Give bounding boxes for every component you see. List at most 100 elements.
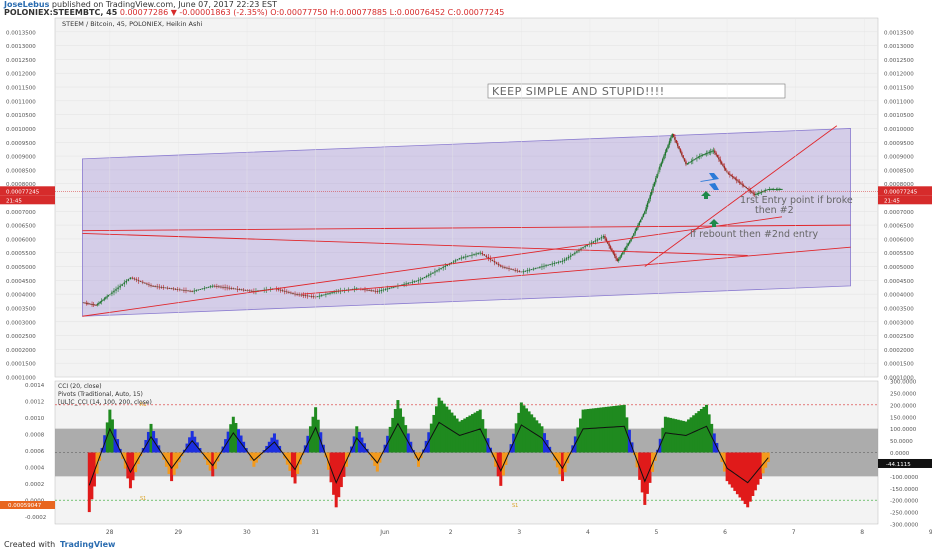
price-candle [337, 291, 339, 292]
price-candle [768, 189, 771, 191]
price-candle [649, 194, 652, 199]
price-candle [648, 198, 650, 204]
cci-bar [663, 416, 667, 453]
price-candle [565, 258, 568, 260]
price-candle [197, 289, 200, 291]
cci-bar [337, 452, 341, 498]
tradingview-brand[interactable]: TradingView [60, 540, 116, 549]
price-candle [718, 157, 720, 160]
price-candle [547, 264, 549, 266]
cci-bar [231, 416, 235, 453]
y-tick-label-left: 0.0012000 [6, 72, 36, 78]
cci-bar [239, 435, 243, 453]
cci-right-tick: -200.0000 [890, 499, 919, 505]
price-candle [704, 153, 706, 155]
price-candle [719, 159, 721, 162]
cci-right-tick: -250.0000 [890, 511, 919, 517]
price-candle [753, 193, 756, 195]
price-candle [624, 247, 627, 250]
price-candle [207, 286, 210, 288]
cci-bar [314, 407, 318, 453]
cci-bar [458, 421, 462, 453]
cci-bar [293, 452, 297, 484]
price-candle [432, 272, 434, 274]
cci-bar [645, 452, 649, 494]
cci-bar [149, 423, 153, 453]
time-left-label [878, 195, 932, 205]
price-candle [746, 188, 749, 190]
cci-bar [527, 411, 531, 453]
y-tick-label-right: 0.0011500 [884, 86, 914, 92]
price-candle [100, 300, 103, 302]
price-candle [652, 186, 654, 191]
price-candle [727, 172, 730, 174]
x-tick-label: Jun [379, 529, 390, 536]
price-candle [638, 222, 641, 226]
price-candle [500, 265, 502, 267]
price-candle [539, 267, 541, 268]
price-candle [426, 275, 428, 278]
price-candle [146, 283, 148, 285]
price-candle [604, 236, 606, 239]
price-candle [714, 150, 716, 153]
price-candle [329, 293, 331, 294]
price-candle [570, 255, 572, 257]
price-candle [764, 190, 767, 192]
cci-bar [465, 417, 469, 453]
price-candle [105, 297, 107, 299]
cci-bar [357, 431, 361, 453]
y-tick-label-right: 0.0008500 [884, 168, 914, 174]
price-candle [456, 259, 459, 261]
cci-bar [211, 452, 215, 477]
y-tick-label-right: 0.0001500 [884, 362, 914, 368]
price-candle [212, 285, 214, 287]
price-candle [117, 287, 119, 290]
publisher-name[interactable]: JoseLebus [4, 0, 50, 9]
price-candle [659, 166, 661, 170]
cci-bar [609, 406, 613, 453]
price-candle [752, 192, 754, 194]
y-tick-label-right: 0.0001000 [884, 376, 914, 382]
x-tick-label: 3 [517, 529, 521, 536]
price-candle [679, 149, 682, 153]
price-candle [574, 252, 576, 255]
price-candle [395, 286, 397, 288]
cci-bar [522, 405, 526, 453]
cci-bar [452, 415, 456, 453]
price-candle [711, 151, 713, 152]
cci-right-tick: 0.0000 [890, 451, 910, 457]
x-tick-label: 31 [312, 529, 320, 536]
pivot-label: S1 [512, 503, 518, 509]
price-candle [708, 152, 710, 154]
price-candle [615, 256, 617, 259]
trendline [82, 216, 783, 317]
price-candle [137, 280, 140, 281]
price-candle [596, 239, 599, 241]
cci-bar [391, 417, 395, 453]
cci-bar [694, 413, 698, 453]
cci-bar [617, 405, 621, 453]
price-candle [694, 158, 697, 160]
price-candle [629, 241, 631, 244]
x-tick-label: 30 [243, 529, 251, 536]
price-candle [592, 241, 595, 243]
price-candle [428, 274, 430, 276]
cci-left-tick: 0.0002 [25, 482, 44, 488]
cci-left-tick: 0.0012 [25, 400, 44, 406]
price-candle [612, 251, 614, 254]
price-candle [619, 256, 621, 259]
cci-bar [152, 431, 156, 453]
price-candle [707, 152, 709, 154]
cci-bar [620, 405, 624, 453]
price-candle [140, 280, 142, 282]
price-candle [205, 287, 208, 289]
price-candle [653, 182, 656, 187]
price-candle [737, 180, 739, 182]
price-candle [586, 244, 588, 247]
cci-bar [190, 431, 194, 453]
price-candle [102, 299, 104, 301]
price-candle [463, 257, 465, 258]
price-candle [725, 168, 727, 171]
price-candle [473, 254, 475, 256]
